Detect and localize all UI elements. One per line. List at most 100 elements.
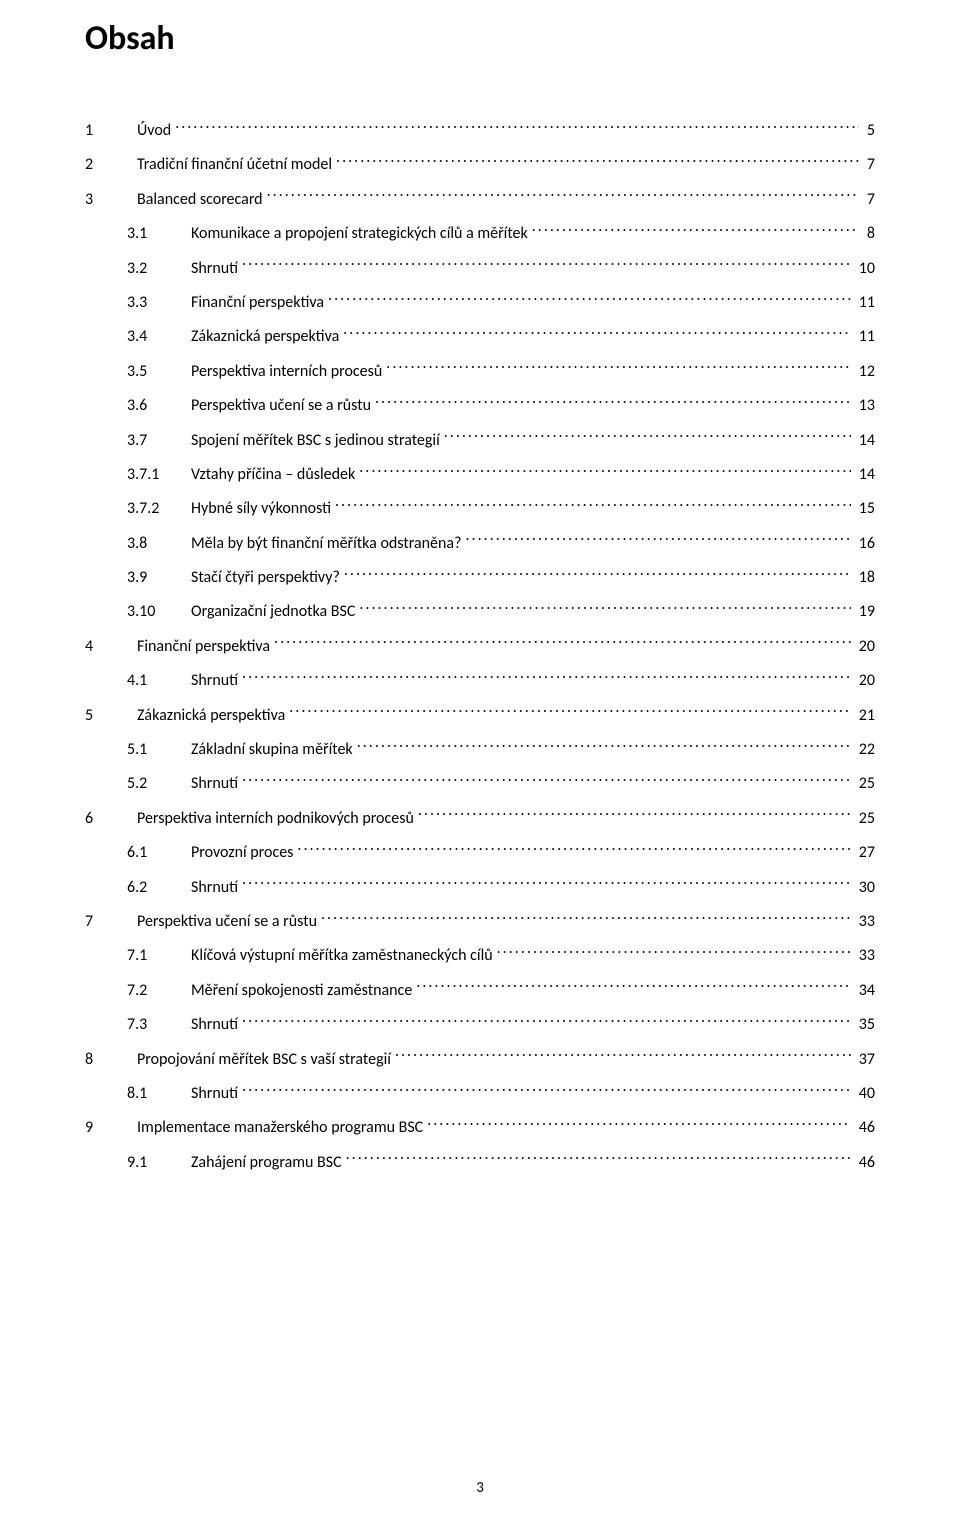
toc-entry-number: 9 (85, 1117, 137, 1139)
toc-entry-label: Stačí čtyři perspektivy? (191, 567, 340, 589)
toc-entry[interactable]: 3.7.2Hybné síly výkonnosti15 (127, 497, 875, 520)
toc-entry-label: Zahájení programu BSC (191, 1152, 342, 1174)
toc-entry[interactable]: 9Implementace manažerského programu BSC4… (85, 1116, 875, 1139)
toc-entry-label: Spojení měřítek BSC s jedinou strategií (191, 430, 440, 452)
toc-entry[interactable]: 3.9Stačí čtyři perspektivy? 18 (127, 566, 875, 589)
toc-entry[interactable]: 9.1Zahájení programu BSC46 (127, 1151, 875, 1174)
toc-dot-leader (444, 429, 851, 445)
toc-entry-number: 5.1 (127, 739, 191, 761)
toc-entry[interactable]: 4.1Shrnutí20 (127, 669, 875, 692)
toc-entry-label: Propojování měřítek BSC s vaší strategií (137, 1049, 391, 1071)
toc-entry-page: 8 (863, 223, 875, 245)
toc-entry[interactable]: 2Tradiční finanční účetní model7 (85, 153, 875, 176)
toc-entry-label: Zákaznická perspektiva (137, 705, 285, 727)
toc-dot-leader (395, 1048, 851, 1064)
toc-entry-page: 11 (855, 326, 875, 348)
toc-entry-label: Úvod (137, 120, 171, 142)
toc-entry-number: 3.8 (127, 533, 191, 555)
toc-entry[interactable]: 3.7.1Vztahy příčina – důsledek14 (127, 463, 875, 486)
toc-entry[interactable]: 4Finanční perspektiva20 (85, 635, 875, 658)
toc-entry[interactable]: 7Perspektiva učení se a růstu33 (85, 910, 875, 933)
toc-entry-page: 21 (855, 705, 875, 727)
toc-entry-page: 18 (855, 567, 875, 589)
toc-dot-leader (343, 325, 851, 341)
toc-entry-number: 3.7 (127, 430, 191, 452)
toc-dot-leader (427, 1116, 851, 1132)
toc-entry-label: Zákaznická perspektiva (191, 326, 339, 348)
toc-entry[interactable]: 6Perspektiva interních podnikových proce… (85, 807, 875, 830)
toc-entry-page: 10 (855, 258, 875, 280)
toc-entry-label: Balanced scorecard (137, 189, 263, 211)
toc-dot-leader (242, 669, 851, 685)
toc-entry[interactable]: 5.1Základní skupina měřítek22 (127, 738, 875, 761)
toc-entry-label: Finanční perspektiva (137, 636, 270, 658)
toc-entry-number: 8.1 (127, 1083, 191, 1105)
toc-dot-leader (416, 979, 851, 995)
toc-entry[interactable]: 3.6Perspektiva učení se a růstu13 (127, 394, 875, 417)
toc-entry-page: 16 (855, 533, 875, 555)
toc-dot-leader (242, 1082, 851, 1098)
toc-entry-page: 20 (855, 636, 875, 658)
toc-entry-number: 7.3 (127, 1014, 191, 1036)
toc-dot-leader (346, 1151, 851, 1167)
toc-entry-number: 3.1 (127, 223, 191, 245)
toc-dot-leader (328, 291, 851, 307)
toc-dot-leader (242, 876, 851, 892)
toc-dot-leader (359, 463, 851, 479)
toc-entry-number: 1 (85, 120, 137, 142)
toc-entry[interactable]: 3.1Komunikace a propojení strategických … (127, 222, 875, 245)
toc-entry-label: Hybné síly výkonnosti (191, 498, 331, 520)
toc-entry[interactable]: 5.2Shrnutí25 (127, 772, 875, 795)
toc-entry[interactable]: 7.1Klíčová výstupní měřítka zaměstnaneck… (127, 944, 875, 967)
toc-entry-page: 33 (855, 911, 875, 933)
toc-dot-leader (418, 807, 851, 823)
toc-entry-number: 3.3 (127, 292, 191, 314)
toc-entry[interactable]: 3.5Perspektiva interních procesů12 (127, 360, 875, 383)
toc-entry[interactable]: 6.1Provozní proces27 (127, 841, 875, 864)
toc-entry[interactable]: 3.4Zákaznická perspektiva11 (127, 325, 875, 348)
toc-entry-page: 11 (855, 292, 875, 314)
toc-entry-page: 46 (855, 1117, 875, 1139)
toc-entry-label: Shrnutí (191, 258, 238, 280)
toc-dot-leader (532, 222, 859, 238)
toc-entry[interactable]: 3.10Organizační jednotka BSC19 (127, 600, 875, 623)
toc-entry-page: 25 (855, 808, 875, 830)
toc-entry-number: 6.2 (127, 877, 191, 899)
toc-entry-label: Komunikace a propojení strategických cíl… (191, 223, 528, 245)
toc-entry-label: Měření spokojenosti zaměstnance (191, 980, 412, 1002)
toc-entry-label: Shrnutí (191, 1083, 238, 1105)
toc-entry[interactable]: 3Balanced scorecard7 (85, 188, 875, 211)
toc-entry[interactable]: 7.3Shrnutí35 (127, 1013, 875, 1036)
toc-entry-label: Organizační jednotka BSC (191, 601, 355, 623)
toc-entry-label: Perspektiva učení se a růstu (137, 911, 317, 933)
toc-entry[interactable]: 8.1Shrnutí40 (127, 1082, 875, 1105)
toc-entry[interactable]: 8Propojování měřítek BSC s vaší strategi… (85, 1048, 875, 1071)
toc-entry-page: 7 (863, 189, 875, 211)
toc-entry[interactable]: 3.3Finanční perspektiva 11 (127, 291, 875, 314)
toc-entry[interactable]: 3.7Spojení měřítek BSC s jedinou strateg… (127, 429, 875, 452)
toc-entry-number: 7.1 (127, 945, 191, 967)
toc-entry[interactable]: 6.2Shrnutí30 (127, 876, 875, 899)
toc-entry-page: 14 (855, 430, 875, 452)
toc-dot-leader (321, 910, 851, 926)
toc-entry-label: Perspektiva učení se a růstu (191, 395, 371, 417)
toc-dot-leader (466, 532, 851, 548)
toc-entry[interactable]: 1Úvod5 (85, 119, 875, 142)
toc-entry[interactable]: 3.2Shrnutí10 (127, 257, 875, 280)
toc-entry-number: 2 (85, 154, 137, 176)
toc-entry[interactable]: 7.2Měření spokojenosti zaměstnance34 (127, 979, 875, 1002)
toc-entry[interactable]: 5Zákaznická perspektiva21 (85, 704, 875, 727)
toc-dot-leader (242, 772, 851, 788)
page-number: 3 (0, 1479, 960, 1497)
toc-entry-label: Finanční perspektiva (191, 292, 324, 314)
toc-entry-number: 3.9 (127, 567, 191, 589)
toc-entry-label: Měla by být finanční měřítka odstraněna? (191, 533, 462, 555)
toc-dot-leader (336, 153, 859, 169)
toc-entry[interactable]: 3.8Měla by být finanční měřítka odstraně… (127, 532, 875, 555)
toc-entry-label: Shrnutí (191, 773, 238, 795)
toc-entry-number: 7.2 (127, 980, 191, 1002)
toc-entry-label: Shrnutí (191, 1014, 238, 1036)
toc-entry-number: 8 (85, 1049, 137, 1071)
toc-entry-label: Provozní proces (191, 842, 293, 864)
toc-entry-page: 12 (855, 361, 875, 383)
